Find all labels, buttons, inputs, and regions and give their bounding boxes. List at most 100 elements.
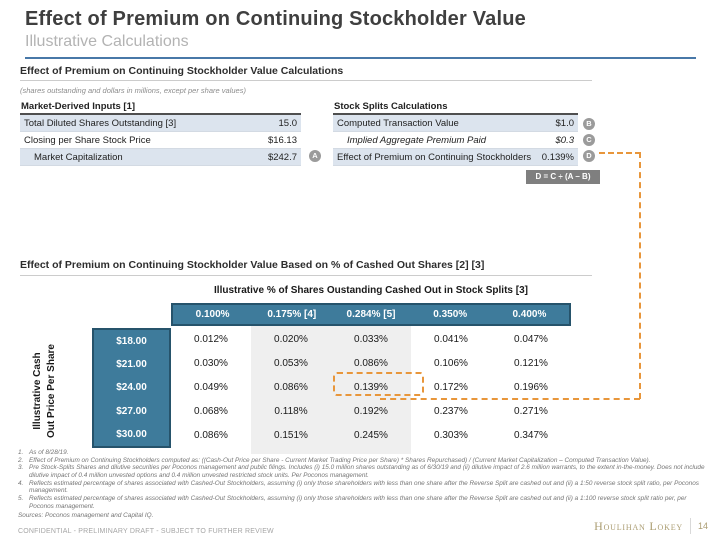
sources-note: Sources: Poconos management and Capital … bbox=[18, 511, 154, 519]
matrix-cell: 0.196% bbox=[514, 382, 548, 393]
matrix-cell: 0.030% bbox=[194, 358, 228, 369]
page-title: Effect of Premium on Continuing Stockhol… bbox=[25, 8, 526, 30]
row-label: Effect of Premium on Continuing Stockhol… bbox=[337, 152, 532, 163]
brand-block: Houlihan Lokey 14 bbox=[594, 518, 708, 534]
table-row: Total Diluted Shares Outstanding [3] 15.… bbox=[20, 115, 301, 132]
row-label: Implied Aggregate Premium Paid bbox=[347, 135, 487, 146]
matrix-row: 0.086% 0.151% 0.245% 0.303% 0.347% bbox=[171, 424, 571, 448]
matrix-cell: 0.106% bbox=[434, 358, 468, 369]
matrix-cell: 0.192% bbox=[354, 406, 388, 417]
footnote: 5. Reflects estimated percentage of shar… bbox=[18, 495, 708, 510]
highlight-box bbox=[333, 372, 424, 396]
matrix-row-header: $30.00 bbox=[116, 428, 147, 440]
row-label: Closing per Share Stock Price bbox=[24, 135, 151, 146]
matrix-column-header: 0.350% bbox=[433, 309, 468, 320]
footnote-text: Pre Stock-Splits Shares and dilutive sec… bbox=[29, 464, 705, 480]
section2-heading: Effect of Premium on Continuing Stockhol… bbox=[20, 259, 485, 271]
matrix-cell: 0.047% bbox=[514, 334, 548, 345]
market-inputs-title: Market-Derived Inputs [1] bbox=[20, 101, 301, 115]
market-inputs-table: Market-Derived Inputs [1] Total Diluted … bbox=[20, 101, 301, 166]
stock-splits-table: Stock Splits Calculations Computed Trans… bbox=[333, 101, 578, 166]
section2-rule bbox=[20, 275, 592, 276]
matrix-cell: 0.086% bbox=[274, 382, 308, 393]
footnote: 1. As of 8/28/19. bbox=[18, 449, 708, 457]
matrix-row: 0.012% 0.020% 0.033% 0.041% 0.047% bbox=[171, 328, 571, 352]
matrix-row: 0.030% 0.053% 0.086% 0.106% 0.121% bbox=[171, 352, 571, 376]
matrix-cell-highlighted: 0.139% bbox=[354, 382, 388, 393]
row-axis-label-line2: Out Price Per Share bbox=[46, 344, 57, 438]
row-value: 0.139% bbox=[541, 152, 574, 163]
matrix-title: Illustrative % of Shares Oustanding Cash… bbox=[214, 285, 528, 296]
matrix-cell: 0.271% bbox=[514, 406, 548, 417]
footnote-text: As of 8/28/19. bbox=[29, 449, 69, 456]
matrix-cell: 0.012% bbox=[194, 334, 228, 345]
row-axis-label-line1: Illustrative Cash bbox=[32, 352, 43, 430]
footnote-text: Effect of Premium on Continuing Stockhol… bbox=[29, 456, 651, 464]
matrix-cell: 0.172% bbox=[434, 382, 468, 393]
footnote-text: Reflects estimated percentage of shares … bbox=[29, 495, 687, 510]
connector-line-bottom bbox=[380, 398, 640, 400]
matrix-cell: 0.068% bbox=[194, 406, 228, 417]
row-axis-label: Illustrative Cash Out Price Per Share bbox=[31, 326, 61, 456]
table-row: Closing per Share Stock Price $16.13 bbox=[20, 132, 301, 149]
column-highlight-band bbox=[251, 326, 411, 454]
matrix-row-header: $24.00 bbox=[116, 382, 147, 394]
table-row: Implied Aggregate Premium Paid $0.3 bbox=[333, 132, 578, 149]
footnote-number: 1. bbox=[18, 449, 24, 456]
footnote-number: 2. bbox=[18, 456, 24, 464]
matrix-cell: 0.121% bbox=[514, 358, 548, 369]
footnote: 3. Pre Stock-Splits Shares and dilutive … bbox=[18, 464, 708, 479]
matrix-column-headers: 0.100% 0.175% [4] 0.284% [5] 0.350% 0.40… bbox=[171, 303, 571, 326]
section1-heading: Effect of Premium on Continuing Stockhol… bbox=[20, 65, 344, 77]
row-label: Computed Transaction Value bbox=[337, 118, 459, 129]
row-value: 15.0 bbox=[278, 118, 298, 129]
header-divider bbox=[25, 57, 696, 59]
matrix-row-header: $27.00 bbox=[116, 405, 147, 417]
matrix-row-header: $21.00 bbox=[116, 359, 147, 371]
row-value: $0.3 bbox=[555, 135, 575, 146]
footnote-text: Reflects estimated percentage of shares … bbox=[29, 479, 699, 495]
matrix-cell: 0.303% bbox=[434, 430, 468, 441]
matrix-column-header: 0.175% [4] bbox=[267, 309, 317, 320]
matrix-column-header: 0.284% [5] bbox=[346, 309, 396, 320]
matrix-cell: 0.053% bbox=[274, 358, 308, 369]
matrix-grid: 0.012% 0.020% 0.033% 0.041% 0.047% 0.030… bbox=[171, 328, 571, 448]
matrix-row-headers: $18.00 $21.00 $24.00 $27.00 $30.00 bbox=[92, 328, 171, 448]
row-value: $242.7 bbox=[267, 152, 297, 163]
page-subtitle: Illustrative Calculations bbox=[25, 33, 189, 50]
matrix-row: 0.068% 0.118% 0.192% 0.237% 0.271% bbox=[171, 400, 571, 424]
section1-rule bbox=[20, 80, 592, 81]
matrix-cell: 0.118% bbox=[274, 406, 308, 417]
matrix-row-header: $18.00 bbox=[116, 336, 147, 347]
matrix-row: 0.049% 0.086% 0.139% 0.172% 0.196% bbox=[171, 376, 571, 400]
matrix-cell: 0.020% bbox=[274, 334, 308, 345]
badge-b: B bbox=[583, 118, 595, 130]
table-row: Effect of Premium on Continuing Stockhol… bbox=[333, 149, 578, 166]
matrix-cell: 0.347% bbox=[514, 430, 548, 441]
stock-splits-title: Stock Splits Calculations bbox=[333, 101, 578, 115]
table-row: Computed Transaction Value $1.0 bbox=[333, 115, 578, 132]
matrix-cell: 0.086% bbox=[194, 430, 228, 441]
matrix-column-header: 0.100% bbox=[195, 309, 230, 320]
badge-a: A bbox=[309, 150, 321, 162]
row-label: Market Capitalization bbox=[34, 152, 123, 163]
matrix-cell: 0.086% bbox=[354, 358, 388, 369]
footnote-number: 5. bbox=[18, 495, 24, 503]
matrix-cell: 0.049% bbox=[194, 382, 228, 393]
badge-d: D bbox=[583, 150, 595, 162]
matrix-column-header: 0.400% bbox=[512, 309, 547, 320]
matrix-cell: 0.041% bbox=[434, 334, 468, 345]
footnote-number: 4. bbox=[18, 479, 24, 487]
matrix-cell: 0.033% bbox=[354, 334, 388, 345]
houlihan-lokey-logo: Houlihan Lokey bbox=[594, 518, 683, 533]
matrix-cell: 0.237% bbox=[434, 406, 468, 417]
row-label: Total Diluted Shares Outstanding [3] bbox=[24, 118, 177, 129]
connector-line-right bbox=[639, 152, 641, 399]
confidential-note: CONFIDENTIAL - PRELIMINARY DRAFT - SUBJE… bbox=[18, 528, 274, 535]
formula-box: D = C ÷ (A – B) bbox=[526, 170, 600, 184]
connector-line-top bbox=[599, 152, 641, 154]
units-note: (shares outstanding and dollars in milli… bbox=[20, 86, 246, 95]
row-value: $1.0 bbox=[555, 118, 575, 129]
matrix-cell: 0.151% bbox=[274, 430, 308, 441]
